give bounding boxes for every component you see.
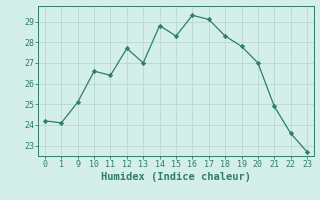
X-axis label: Humidex (Indice chaleur): Humidex (Indice chaleur) — [101, 172, 251, 182]
